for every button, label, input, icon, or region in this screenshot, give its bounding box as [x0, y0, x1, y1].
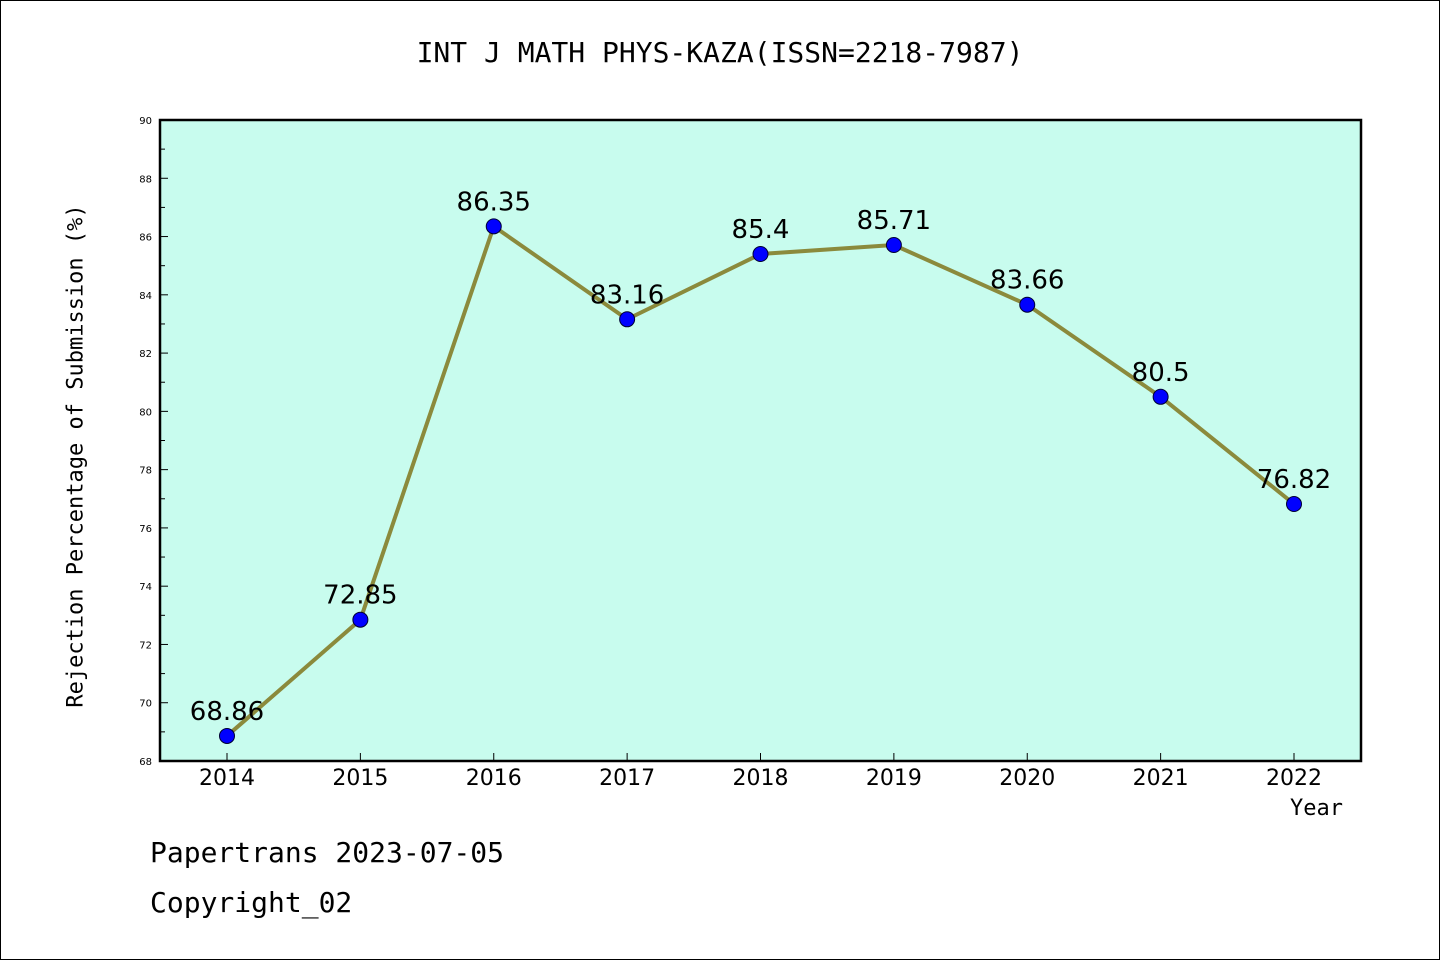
y-tick-label: 70 [139, 699, 152, 710]
x-tick-label: 2018 [733, 766, 789, 791]
y-tick-label: 68 [139, 757, 152, 768]
y-tick-label: 72 [139, 640, 152, 651]
x-tick-label: 2019 [866, 766, 922, 791]
plot-area [160, 120, 1361, 761]
data-label: 72.85 [323, 581, 397, 611]
data-label: 68.86 [190, 697, 264, 727]
x-tick-label: 2020 [999, 766, 1055, 791]
y-tick-label: 80 [139, 407, 152, 418]
y-tick-label: 78 [139, 466, 152, 477]
plot-border [158, 118, 1363, 763]
y-tick-label: 90 [139, 116, 152, 127]
footer-copyright: Copyright_02 [150, 886, 353, 919]
y-axis-label: Rejection Percentage of Submission (%) [63, 204, 89, 708]
y-tick-label: 82 [139, 349, 152, 360]
data-point [485, 218, 502, 235]
data-point [219, 727, 235, 744]
y-tick-label: 88 [139, 174, 152, 185]
data-label: 85.71 [857, 206, 931, 236]
y-tick-label: 84 [139, 291, 152, 302]
x-tick-label: 2021 [1133, 766, 1189, 791]
data-labels: 68.86 72.85 86.35 83.16 85.4 85.71 83.66 80.5 76… [190, 187, 1331, 727]
x-axis: 2014 2015 2016 2017 2018 2019 2020 2021 2022 [199, 753, 1322, 791]
data-label: 85.4 [732, 215, 790, 245]
x-tick-label: 2022 [1266, 766, 1322, 791]
x-tick-label: 2017 [599, 766, 655, 791]
y-tick-label: 76 [139, 524, 152, 535]
x-tick-label: 2016 [466, 766, 522, 791]
data-label: 83.16 [590, 280, 664, 310]
data-point [352, 611, 369, 628]
y-tick-label: 86 [139, 233, 152, 244]
data-label: 80.5 [1132, 358, 1190, 388]
x-axis-label: Year [1290, 796, 1343, 821]
y-tick-label: 74 [139, 582, 152, 593]
x-tick-label: 2015 [332, 766, 388, 791]
data-label: 76.82 [1257, 465, 1331, 495]
data-point [885, 236, 902, 253]
data-point [619, 311, 636, 328]
data-point [752, 246, 769, 263]
data-point [1019, 296, 1036, 313]
data-point [1286, 496, 1302, 513]
data-point [1152, 388, 1169, 405]
series-markers [219, 218, 1302, 744]
data-label: 86.35 [457, 187, 531, 217]
data-label: 83.66 [990, 266, 1064, 296]
chart-title: INT J MATH PHYS-KAZA(ISSN=2218-7987) [416, 36, 1024, 69]
x-tick-label: 2014 [199, 766, 255, 791]
footer-date: Papertrans 2023-07-05 [150, 836, 505, 869]
